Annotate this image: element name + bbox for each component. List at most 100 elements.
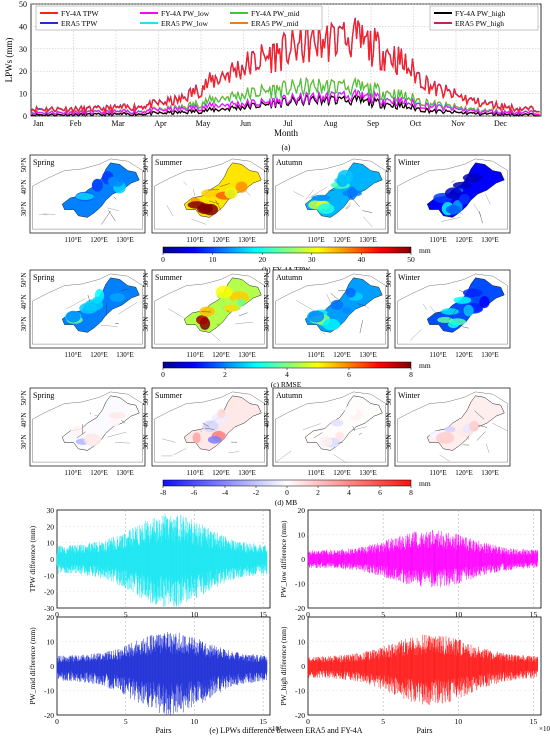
map-hotspot: [237, 298, 246, 306]
colorbar-tick-label: 8: [409, 370, 413, 379]
panel-a-xtick-label: Jul: [283, 119, 293, 128]
map-outline: [275, 158, 386, 230]
difference-xtick-label: 10: [191, 717, 199, 726]
map-hotspot: [444, 187, 462, 200]
seasonal-maps: Spring 50°N 40°N 30°N 110°E 120°E 130°E Summer 5…: [20, 154, 511, 507]
map-boundary: [121, 420, 126, 424]
map-lat-label: 30°N: [142, 435, 150, 450]
map-boundary: [293, 191, 305, 198]
map-hotspot: [322, 318, 341, 331]
map-hotspot: [65, 310, 81, 323]
map-lon-label: 110°E: [429, 351, 446, 359]
legend-label: ERA5 PW_mid: [251, 19, 299, 28]
difference-ytick-label: 0: [50, 555, 54, 564]
difference-xtick-label: 5: [124, 610, 128, 619]
panel-a-xtick-label: Sep: [367, 119, 379, 128]
map-hotspot: [223, 304, 239, 312]
map-lat-label: 30°N: [385, 317, 393, 332]
map-lat-label: 50°N: [263, 391, 271, 406]
map-boundary: [476, 431, 486, 441]
map-lat-label: 50°N: [263, 273, 271, 288]
map-hotspot: [337, 169, 353, 184]
map-hotspot: [92, 178, 103, 192]
map-season-label: Winter: [398, 158, 420, 167]
colorbar-tick-label: 6: [347, 370, 351, 379]
map-boundary: [465, 175, 476, 181]
map-outline: [32, 158, 143, 230]
colorbar-tick-label: 20: [258, 255, 266, 264]
map-lat-label: 40°N: [385, 295, 393, 310]
map-boundary: [302, 423, 321, 430]
difference-series: [56, 513, 268, 607]
map-hotspot: [463, 304, 474, 317]
map-hotspot: [70, 425, 86, 437]
difference-xtick-label: 10: [455, 717, 463, 726]
difference-xtick-label: 0: [306, 717, 310, 726]
map-boundary: [330, 293, 341, 302]
difference-exponent: ×10⁴: [268, 725, 282, 733]
map-boundary: [357, 303, 366, 307]
map-boundary: [358, 432, 363, 436]
panel-a-series: [30, 17, 540, 118]
map-season-label: Autumn: [276, 158, 302, 167]
map-row-caption: (d) MB: [275, 498, 297, 507]
colorbar-tick-label: 0: [161, 370, 165, 379]
map-hotspot: [330, 299, 344, 311]
difference-ytick-label: 10: [298, 638, 306, 647]
colorbar-tick-label: 0: [161, 255, 165, 264]
map-boundary: [89, 412, 91, 415]
map-season-label: Summer: [155, 158, 182, 167]
map-lon-label: 120°E: [212, 469, 230, 477]
map-boundary: [228, 451, 240, 454]
difference-ytick-label: 0: [50, 662, 54, 671]
map-boundary: [422, 303, 427, 310]
map-hotspot: [347, 186, 357, 200]
map-outline: [275, 273, 386, 345]
map-hotspot: [441, 308, 459, 315]
difference-ytick-label: 10: [298, 531, 306, 540]
map-hotspot: [344, 405, 357, 417]
map-boundary: [238, 312, 248, 317]
map-boundary: [322, 332, 326, 335]
panel-a-ytick-label: 50: [19, 0, 27, 9]
difference-xtick-label: 15: [530, 610, 538, 619]
map-boundary: [485, 443, 490, 454]
map-boundary: [118, 180, 121, 182]
map-panel-summer: Summer 50°N 40°N 30°N 110°E 120°E 130°E: [142, 269, 268, 359]
colorbar-gradient: [162, 479, 412, 487]
map-hotspot: [192, 432, 201, 444]
colorbar-unit: mm: [419, 361, 431, 370]
map-boundary: [308, 186, 328, 199]
map-hotspot: [317, 203, 335, 214]
map-boundary: [193, 189, 196, 197]
map-hotspot: [235, 181, 248, 193]
map-lat-label: 40°N: [385, 180, 393, 195]
map-boundary: [120, 288, 129, 291]
map-lat-label: 40°N: [20, 180, 28, 195]
map-panel-spring: Spring 50°N 40°N 30°N 110°E 120°E 130°E: [20, 154, 146, 244]
colorbar-gradient: [162, 246, 412, 254]
map-lon-label: 110°E: [429, 469, 446, 477]
map-lon-label: 110°E: [64, 236, 81, 244]
map-boundary: [235, 321, 254, 325]
map-boundary: [168, 308, 184, 319]
map-boundary: [305, 189, 314, 200]
difference-xlabel: Pairs: [417, 726, 433, 735]
map-lat-label: 40°N: [20, 413, 28, 428]
map-boundary: [439, 454, 450, 462]
map-lat-label: 40°N: [385, 413, 393, 428]
map-lat-label: 30°N: [20, 435, 28, 450]
map-panel-winter: Winter 50°N 40°N 30°N 110°E 120°E 130°E: [385, 154, 511, 244]
panel-a-ylabel: LPWs (mm): [4, 38, 14, 83]
map-season-label: Summer: [155, 273, 182, 282]
map-lon-label: 110°E: [64, 351, 81, 359]
map-hotspot: [217, 408, 226, 419]
colorbar-tick-label: 40: [358, 255, 366, 264]
map-boundary: [474, 410, 485, 420]
map-lon-label: 130°E: [116, 469, 134, 477]
legend-label: ERA5 PW_high: [455, 19, 504, 28]
map-panel-autumn: Autumn 50°N 40°N 30°N 110°E 120°E 130°E: [263, 387, 389, 477]
map-boundary: [478, 303, 487, 308]
